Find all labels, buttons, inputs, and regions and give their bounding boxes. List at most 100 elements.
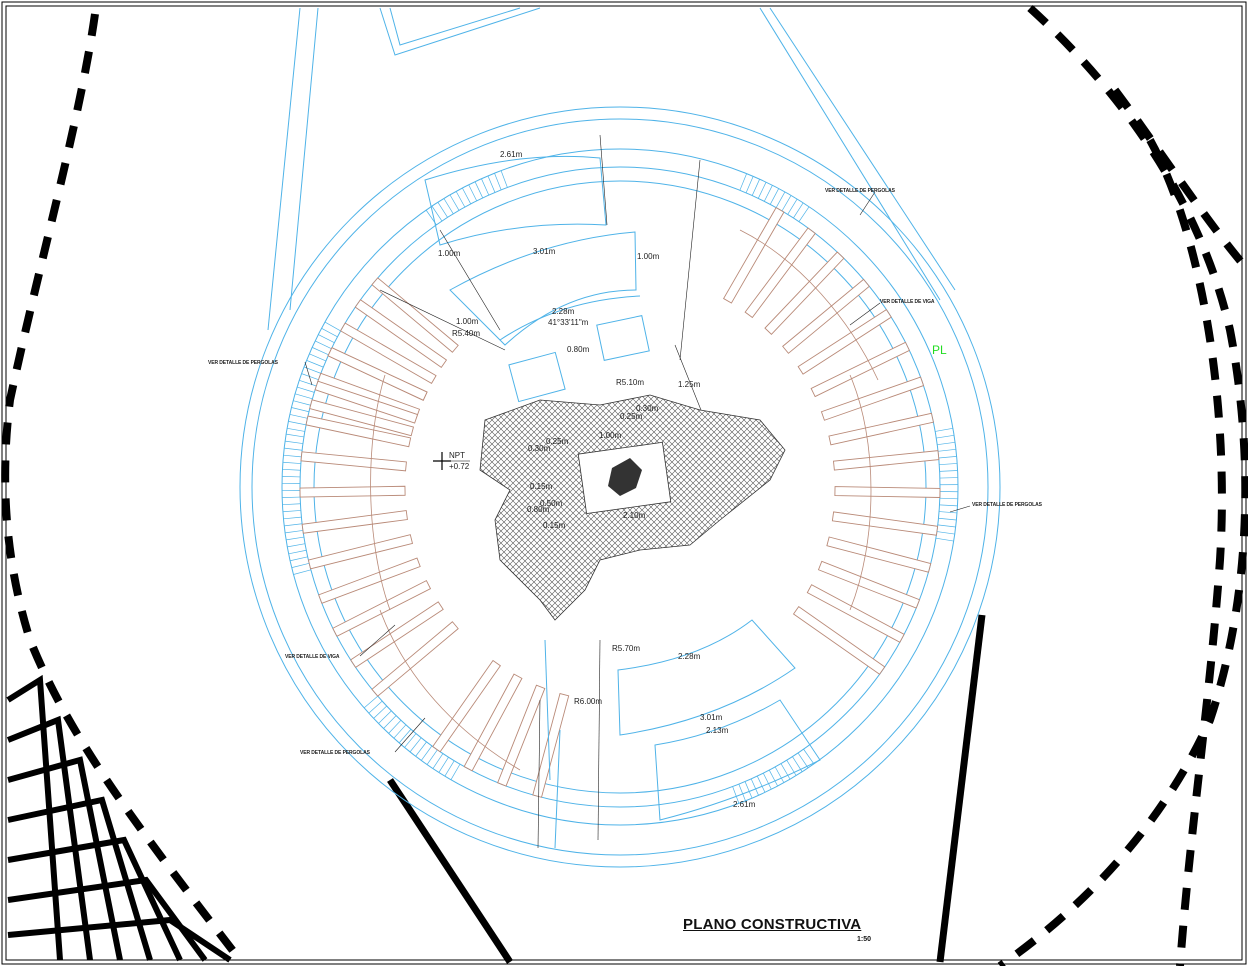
ring-tick	[307, 360, 324, 367]
pl-marker: PL	[932, 343, 947, 357]
ring-tick	[936, 435, 954, 438]
ring-tick	[309, 354, 326, 361]
ring-tick	[488, 176, 495, 193]
ring-tick	[410, 738, 421, 752]
ring-tick	[299, 380, 316, 386]
ring-tick	[804, 749, 814, 764]
level-value: +0.72	[449, 462, 470, 471]
ring-tick	[745, 782, 752, 799]
dim-bottom-radius-600: R6.00m	[574, 697, 602, 706]
note-pergolas-right: VER DETALLE DE PERGOLAS	[972, 502, 1043, 508]
ring-tick	[799, 207, 809, 222]
ring-tick	[297, 387, 314, 392]
ring-tick	[451, 764, 460, 780]
ring-tick	[798, 753, 808, 768]
ring-tick	[770, 189, 778, 205]
ring-tick	[394, 725, 406, 738]
ring-tick	[752, 179, 759, 195]
dim-c-015b: 0.15m	[543, 521, 566, 530]
slope-hatch	[8, 680, 230, 960]
ring-tick	[285, 530, 303, 532]
ring-tick	[751, 779, 758, 795]
ring-tick	[289, 550, 307, 554]
ring-tick	[456, 191, 465, 207]
ring-tick	[940, 470, 958, 471]
dim-c-030b: 0.30m	[528, 444, 551, 453]
ring-tick	[295, 394, 312, 399]
ring-tick	[438, 202, 448, 217]
ring-tick	[938, 449, 956, 451]
ring-tick	[364, 696, 378, 708]
ring-tick	[284, 455, 302, 457]
dim-top-left-low: 1.00m	[456, 317, 479, 326]
ring-tick	[286, 537, 304, 540]
ring-tick	[284, 517, 302, 519]
ring-tick	[325, 322, 341, 331]
ring-tick	[938, 518, 956, 520]
ring-tick	[292, 563, 309, 567]
ring-tick	[318, 335, 334, 343]
ring-tick	[937, 442, 955, 444]
ring-tick	[284, 524, 302, 526]
ring-tick	[469, 185, 477, 201]
ring-tick	[445, 761, 454, 776]
ring-tick	[315, 341, 331, 349]
ring-tick	[481, 179, 488, 195]
ring-tick	[462, 188, 470, 204]
dim-top-angle: 41°33'11"m	[548, 318, 589, 327]
ring-tick	[286, 434, 304, 437]
ring-tick	[769, 770, 777, 786]
dim-c-015a: 0.15m	[530, 482, 553, 491]
ring-tick	[439, 757, 449, 772]
plan-scale: 1:50	[857, 936, 871, 943]
ring-tick	[384, 716, 397, 729]
pergola-beam	[308, 535, 412, 569]
ring-tick	[282, 497, 300, 498]
pergola-beam	[533, 694, 569, 798]
ring-tick	[935, 428, 953, 431]
ring-tick	[939, 512, 957, 513]
ring-tick	[287, 428, 305, 431]
dim-c-100: 1.00m	[599, 431, 622, 440]
dim-bottom-arc-213: 2.13m	[706, 726, 729, 735]
ring-tick	[939, 456, 957, 458]
dim-top-arc-outer: 2.61m	[500, 150, 523, 159]
ring-tick	[940, 505, 958, 506]
ring-tick	[389, 720, 401, 733]
dim-top-right-v: 1.00m	[637, 252, 660, 261]
ring-tick	[379, 711, 392, 724]
dim-top-arc-mid: 3.01m	[533, 247, 556, 256]
boundary-line-left	[390, 780, 510, 962]
dim-bottom-arc-inner: 2.28m	[678, 652, 701, 661]
ring-tick	[283, 462, 301, 463]
ring-tick	[288, 421, 306, 424]
ring-tick	[758, 182, 766, 198]
ring-tick	[450, 195, 459, 211]
ring-tick	[290, 414, 308, 418]
dim-bottom-arc-mid: 3.01m	[700, 713, 723, 722]
ring-tick	[938, 525, 956, 527]
ring-tick	[282, 469, 300, 470]
pergola-beam	[783, 279, 870, 353]
note-pergolas-bottom: VER DETALLE DE PERGOLAS	[300, 750, 371, 756]
dim-c-025a: 0.25m	[620, 412, 643, 421]
ring-tick	[322, 328, 338, 336]
top-benches	[425, 156, 649, 401]
ring-tick	[416, 742, 427, 756]
dim-top-arc-inner: 2.28m	[552, 307, 575, 316]
ring-tick	[282, 504, 300, 505]
dim-radius-510: R5.10m	[616, 378, 644, 387]
ring-tick	[433, 754, 443, 769]
ring-tick	[740, 174, 747, 191]
pergola-beam	[745, 228, 815, 317]
ring-tick	[757, 776, 765, 792]
pergola-beam	[724, 208, 784, 303]
ring-tick	[494, 173, 501, 190]
pergola-beam	[372, 622, 458, 696]
ring-tick	[444, 198, 453, 213]
ring-tick	[501, 171, 507, 188]
dim-bench-gap: 0.80m	[567, 345, 590, 354]
ring-tick	[287, 544, 305, 547]
ring-tick	[788, 199, 797, 214]
